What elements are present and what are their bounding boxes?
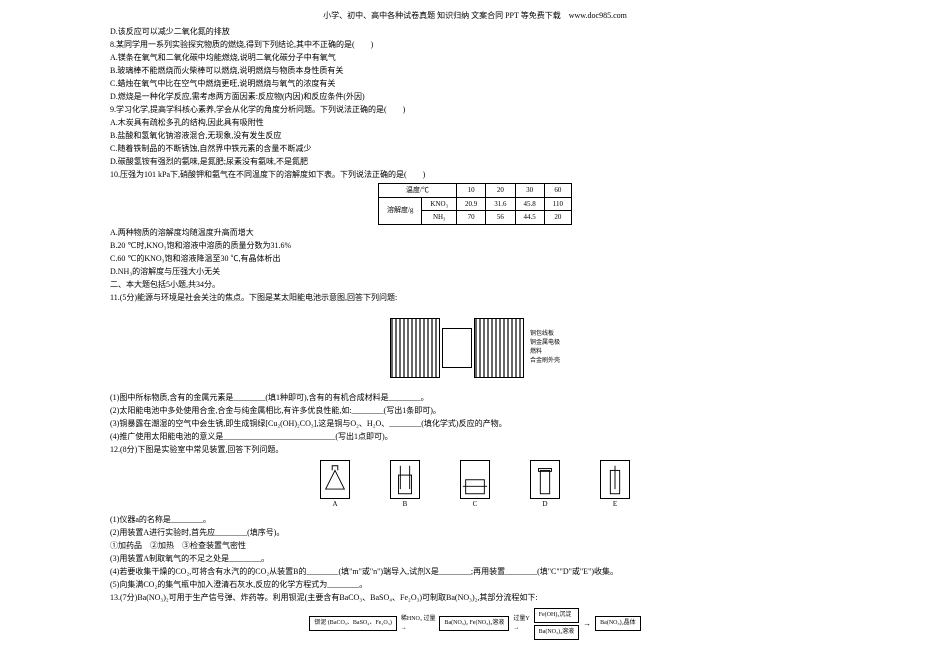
flow-node: 钡泥 (BaCO₃、BaSO₄、Fe₂O₃) <box>309 616 397 631</box>
table-cell: 110 <box>544 197 571 211</box>
text-line: 二、本大题包括5小题,共34分。 <box>110 279 840 291</box>
text-line: (1)仪器a的名称是________。 <box>110 514 840 526</box>
text-line: D.碳酸氢铵有强烈的氨味,是氮肥;尿素没有氨味,不是氮肥 <box>110 156 840 168</box>
text-line: B.盐酸和氢氧化钠溶液混合,无现象,没有发生反应 <box>110 130 840 142</box>
flow-node: Ba(NO₃)₂ Fe(NO₃)₃溶液 <box>439 616 509 631</box>
text-line: (2)用装置A进行实验时,首先应________(填序号)。 <box>110 527 840 539</box>
text-line: B.玻璃棒不能燃烧而火柴棒可以燃烧,说明燃烧与物质本身性质有关 <box>110 65 840 77</box>
flow-node: Ba(NO₃)₂晶体 <box>595 616 641 631</box>
table-cell: 30 <box>515 184 544 198</box>
table-cell: KNO₃ <box>422 197 457 211</box>
solar-label: 铜金属电极 <box>530 339 560 348</box>
table-cell: 10 <box>457 184 486 198</box>
apparatus-e: E <box>595 460 635 510</box>
apparatus-label: B <box>403 499 408 510</box>
solar-label: 合金刷外壳 <box>530 357 560 366</box>
flow-arrow-label: 过量Y→ <box>513 615 529 633</box>
text-line: 12.(8分)下图是实验室中常见装置,回答下列问题。 <box>110 444 840 456</box>
solar-center-icon <box>442 328 472 368</box>
table-cell: 31.6 <box>486 197 515 211</box>
page-header: 小学、初中、高中各种试卷真题 知识归纳 文案合同 PPT 等免费下载 www.d… <box>110 10 840 22</box>
table-cell: 60 <box>544 184 571 198</box>
solar-panel-icon <box>390 318 440 378</box>
text-line: (2)太阳能电池中多处使用合金,合金与纯金属相比,有许多优良性能,如:_____… <box>110 405 840 417</box>
apparatus-label: E <box>613 499 617 510</box>
apparatus-diagram: A B C D E <box>110 460 840 510</box>
text-line: 11.(5分)能源与环境是社会关注的焦点。下图是某太阳能电池示意图,回答下列问题… <box>110 292 840 304</box>
text-line: B.20 ℃时,KNO₃饱和溶液中溶质的质量分数为31.6% <box>110 240 840 252</box>
table-cell: 44.5 <box>515 211 544 225</box>
text-line: (4)若要收集干燥的CO₂,可将含有水汽的的CO₂从装置B的________(填… <box>110 566 840 578</box>
text-line: D.该反应可以减少二氧化氮的排放 <box>110 26 840 38</box>
text-line: D.NH₃的溶解度与压强大小无关 <box>110 266 840 278</box>
text-line: (3)用装置A制取氧气的不足之处是________。 <box>110 553 840 565</box>
flow-arrow-label: 稀HNO₃ 过量→ <box>401 615 436 633</box>
text-line: A.镁条在氧气和二氧化碳中均能燃烧,说明二氧化碳分子中有氧气 <box>110 52 840 64</box>
table-cell: 溶解度/g <box>378 197 421 224</box>
text-line: C.蜡烛在氧气中比在空气中燃烧更旺,说明燃烧与氧气的浓度有关 <box>110 78 840 90</box>
text-line: D.燃烧是一种化学反应,需考虑两方面因素:反应物(内因)和反应条件(外因) <box>110 91 840 103</box>
text-line: C.60 ℃的KNO₃饱和溶液降温至30 ℃,有晶体析出 <box>110 253 840 265</box>
table-cell: 70 <box>457 211 486 225</box>
solubility-table: 温度/℃ 10 20 30 60 溶解度/g KNO₃ 20.9 31.6 45… <box>378 183 572 225</box>
text-line: (5)向集满CO₂的集气瓶中加入澄清石灰水,反应的化学方程式为________。 <box>110 579 840 591</box>
process-flowchart: 钡泥 (BaCO₃、BaSO₄、Fe₂O₃) 稀HNO₃ 过量→ Ba(NO₃)… <box>110 608 840 640</box>
text-line: C.随着铁制品的不断锈蚀,自然界中铁元素的含量不断减少 <box>110 143 840 155</box>
text-line: 10.压强为101 kPa下,硝酸钾和氨气在不同温度下的溶解度如下表。下列说法正… <box>110 169 840 181</box>
table-header: 温度/℃ <box>378 184 456 198</box>
apparatus-d: D <box>525 460 565 510</box>
table-cell: NH₃ <box>422 211 457 225</box>
text-line: (1)图中所标物质,含有的金属元素是________(填1种即可),含有的有机合… <box>110 392 840 404</box>
table-cell: 20.9 <box>457 197 486 211</box>
arrow-icon: → <box>583 618 591 630</box>
text-line: (3)铜暴露在潮湿的空气中会生锈,即生成铜绿[Cu₂(OH)₂CO₃],这是铜与… <box>110 418 840 430</box>
text-line: 9.学习化学,提高学科核心素养,学会从化学的角度分析问题。下列说法正确的是( ) <box>110 104 840 116</box>
apparatus-label: A <box>332 499 337 510</box>
apparatus-label: C <box>473 499 478 510</box>
flow-node: Ba(NO₃)₂溶液 <box>534 625 580 640</box>
solar-panel-icon <box>474 318 524 378</box>
table-cell: 20 <box>486 184 515 198</box>
apparatus-a: A <box>315 460 355 510</box>
text-line: (4)推广使用太阳能电池的意义是________________________… <box>110 431 840 443</box>
apparatus-b: B <box>385 460 425 510</box>
flow-node: Fe(OH)₃沉淀 <box>534 608 580 623</box>
text-line: A.木炭具有疏松多孔的结构,因此具有吸附性 <box>110 117 840 129</box>
solar-diagram: 铜包线板 铜金属电极 燃料 合金刷外壳 <box>385 308 565 388</box>
table-cell: 45.8 <box>515 197 544 211</box>
text-line: 13.(7分)Ba(NO₃)₂可用于生产信号弹、炸药等。利用钡泥(主要含有BaC… <box>110 592 840 604</box>
table-cell: 56 <box>486 211 515 225</box>
solar-label: 燃料 <box>530 348 560 357</box>
table-cell: 20 <box>544 211 571 225</box>
solar-label: 铜包线板 <box>530 330 560 339</box>
apparatus-label: D <box>542 499 547 510</box>
apparatus-c: C <box>455 460 495 510</box>
text-line: 8.某同学用一系列实验探究物质的燃烧,得到下列结论,其中不正确的是( ) <box>110 39 840 51</box>
text-line: A.两种物质的溶解度均随温度升高而增大 <box>110 227 840 239</box>
text-line: ①加药品 ②加热 ③检查装置气密性 <box>110 540 840 552</box>
